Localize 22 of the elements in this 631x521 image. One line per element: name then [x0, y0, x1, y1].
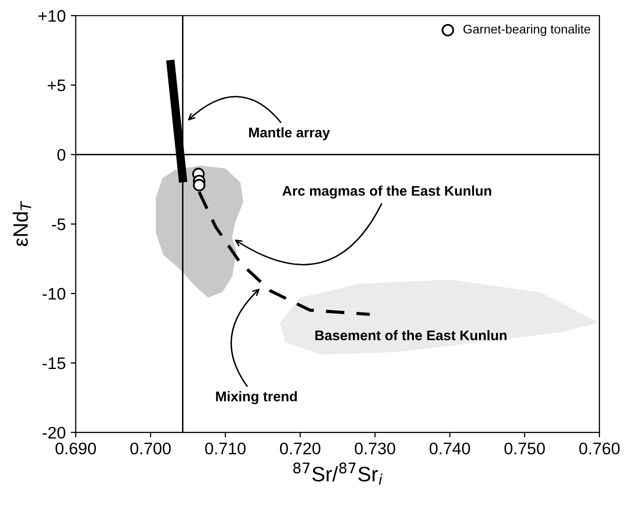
- y-tick-label: -5: [52, 218, 66, 230]
- y-axis-title: εNd$_{T}$: [12, 200, 32, 246]
- x-tick-label: 0.750: [504, 442, 545, 454]
- legend-label: Garnet-bearing tonalite: [463, 24, 590, 36]
- annotation: Arc magmas of the East Kunlun: [282, 186, 492, 199]
- x-tick-label: 0.700: [130, 442, 171, 454]
- x-tick-label: 0.740: [430, 442, 470, 454]
- y-tick-label: -15: [42, 358, 66, 370]
- annotation: Mixing trend: [216, 391, 297, 404]
- y-tick-label: +10: [38, 10, 66, 22]
- y-tick-label: -10: [42, 288, 66, 300]
- x-axis-title: $^{87}$Sr/$^{87}$Sr$_{i}$: [293, 462, 382, 485]
- annotation: Mantle array: [249, 127, 330, 140]
- x-tick-label: 0.760: [579, 442, 620, 454]
- y-tick-label: 0: [57, 148, 66, 161]
- y-tick-label: -20: [42, 426, 66, 439]
- x-tick-label: 0.730: [354, 442, 396, 454]
- annotation: Basement of the East Kunlun: [315, 330, 507, 340]
- x-tick-label: 0.720: [280, 442, 320, 454]
- y-tick-label: +5: [48, 80, 66, 92]
- x-tick-label: 0.690: [56, 442, 96, 454]
- x-tick-label: 0.710: [205, 442, 246, 454]
